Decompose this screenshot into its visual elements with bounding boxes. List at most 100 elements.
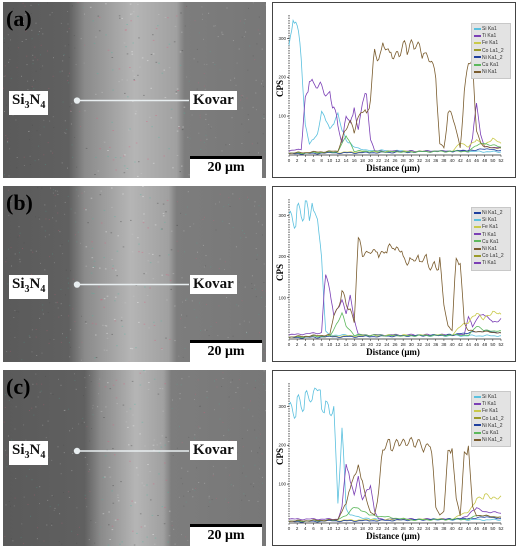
x-tick-label: 32 [417, 342, 423, 347]
x-axis-label: Distance (μm) [366, 163, 420, 173]
x-tick-label: 20 [368, 526, 374, 531]
x-tick-label: 20 [368, 158, 374, 163]
x-tick-label: 36 [433, 342, 439, 347]
x-tick-label: 0 [288, 342, 291, 347]
series-line [288, 329, 502, 339]
y-axis-label: CPS [275, 79, 285, 97]
y-tick-label: 300 [278, 36, 286, 41]
chart-legend: Ni Ka1_2 Si Ka1 Fe Ka1 Ti Ka1 Cu Ka1 Ni Ka1 Co… [471, 207, 511, 271]
legend-entry: Si Ka1 [474, 394, 508, 401]
x-tick-label: 12 [335, 342, 341, 347]
legend-entry: Co La1_2 [474, 48, 508, 55]
x-tick-label: 14 [344, 526, 350, 531]
series-line [288, 310, 502, 338]
x-tick-label: 10 [327, 158, 333, 163]
panel-tag: (c) [6, 374, 31, 399]
x-tick-label: 52 [498, 342, 504, 347]
x-tick-label: 26 [392, 526, 398, 531]
sem-micrograph: (b) Si3N4 Kovar 20 μm [3, 186, 266, 362]
panel-b: (b) Si3N4 Kovar 20 μm 100 200 300 0 2 4 6 8 10 12 14 16… [0, 184, 519, 366]
x-tick-label: 2 [296, 342, 299, 347]
x-tick-label: 48 [482, 158, 488, 163]
series-line [288, 135, 502, 155]
legend-entry: Cu Ka1 [474, 430, 508, 437]
x-tick-label: 4 [304, 342, 307, 347]
x-tick-label: 12 [335, 526, 341, 531]
x-tick-label: 34 [425, 526, 431, 531]
x-tick-label: 6 [312, 158, 315, 163]
x-tick-label: 44 [466, 342, 472, 347]
y-tick-label: 300 [278, 213, 286, 218]
panel-c: (c) Si3N4 Kovar 20 μm 100 200 300 0 2 4 6 8 10 12 14 16… [0, 368, 519, 550]
x-tick-label: 32 [417, 526, 423, 531]
legend-entry: Ni Ka1 [474, 246, 508, 253]
series-line [288, 38, 502, 154]
x-tick-label: 40 [450, 342, 456, 347]
x-axis-label: Distance (μm) [366, 531, 420, 541]
panel-tag: (b) [6, 190, 33, 215]
x-tick-label: 24 [384, 342, 390, 347]
panel-tag: (a) [6, 6, 32, 31]
x-tick-label: 14 [344, 158, 350, 163]
x-axis-label: Distance (μm) [366, 347, 420, 357]
x-tick-label: 28 [401, 526, 407, 531]
legend-entry: Ti Ka1 [474, 33, 508, 40]
x-tick-label: 40 [450, 158, 456, 163]
x-tick-label: 16 [352, 526, 358, 531]
x-tick-label: 10 [327, 342, 333, 347]
kovar-label: Kovar [190, 90, 237, 110]
x-tick-label: 48 [482, 526, 488, 531]
x-tick-label: 6 [312, 526, 315, 531]
y-axis-label: CPS [275, 263, 285, 281]
series-line [288, 436, 502, 522]
scale-bar: 20 μm [190, 340, 262, 362]
series-line [288, 148, 502, 155]
chart-legend: Si Ka1 Ti Ka1 Fe Ka1 Co La1_2 Ni Ka1_2 Cu Ka1… [471, 23, 511, 80]
x-tick-label: 14 [344, 342, 350, 347]
x-tick-label: 8 [320, 526, 323, 531]
x-tick-label: 34 [425, 342, 431, 347]
x-tick-label: 26 [392, 158, 398, 163]
y-tick-label: 300 [278, 404, 286, 409]
x-tick-label: 22 [376, 158, 382, 163]
series-line [288, 274, 502, 337]
x-tick-label: 46 [474, 342, 480, 347]
x-tick-label: 42 [458, 342, 464, 347]
legend-entry: Cu Ka1 [474, 62, 508, 69]
legend-entry: Co La1_2 [474, 416, 508, 423]
x-tick-label: 50 [490, 342, 496, 347]
legend-entry: Fe Ka1 [474, 40, 508, 47]
x-tick-label: 16 [352, 158, 358, 163]
x-tick-label: 52 [498, 158, 504, 163]
legend-entry: Fe Ka1 [474, 224, 508, 231]
x-tick-label: 8 [320, 158, 323, 163]
legend-entry: Ni Ka1_2 [474, 437, 508, 444]
x-tick-label: 18 [360, 342, 366, 347]
kovar-label: Kovar [190, 440, 237, 460]
x-tick-label: 38 [441, 342, 447, 347]
line-scan-chart: 100 200 300 0 2 4 6 8 10 12 14 16 18 20 22 24 26 28 30 32 34… [272, 2, 516, 178]
x-tick-label: 6 [312, 342, 315, 347]
legend-entry: Si Ka1 [474, 26, 508, 33]
sem-micrograph: (a) Si3N4 Kovar 20 μm [3, 2, 266, 178]
scale-bar: 20 μm [190, 524, 262, 546]
x-tick-label: 4 [304, 158, 307, 163]
sem-micrograph: (c) Si3N4 Kovar 20 μm [3, 370, 266, 546]
x-tick-label: 44 [466, 158, 472, 163]
series-line [288, 493, 502, 522]
x-tick-label: 30 [409, 526, 415, 531]
panel-a: (a) Si3N4 Kovar 20 μm 100 200 300 0 2 4 6 8 10 12 14 16… [0, 0, 519, 182]
x-tick-label: 38 [441, 526, 447, 531]
y-tick-label: 200 [278, 254, 286, 259]
scale-bar-label: 20 μm [207, 160, 245, 175]
legend-entry: Fe Ka1 [474, 408, 508, 415]
y-tick-label: 100 [278, 114, 286, 119]
x-tick-label: 30 [409, 158, 415, 163]
line-scan-chart: 100 200 300 0 2 4 6 8 10 12 14 16 18 20 22 24 26 28 30 32 34… [272, 186, 516, 362]
x-tick-label: 12 [335, 158, 341, 163]
x-tick-label: 18 [360, 526, 366, 531]
legend-entry: Ti Ka1 [474, 401, 508, 408]
x-tick-label: 10 [327, 526, 333, 531]
x-tick-label: 26 [392, 342, 398, 347]
scale-bar-label: 20 μm [207, 528, 245, 543]
